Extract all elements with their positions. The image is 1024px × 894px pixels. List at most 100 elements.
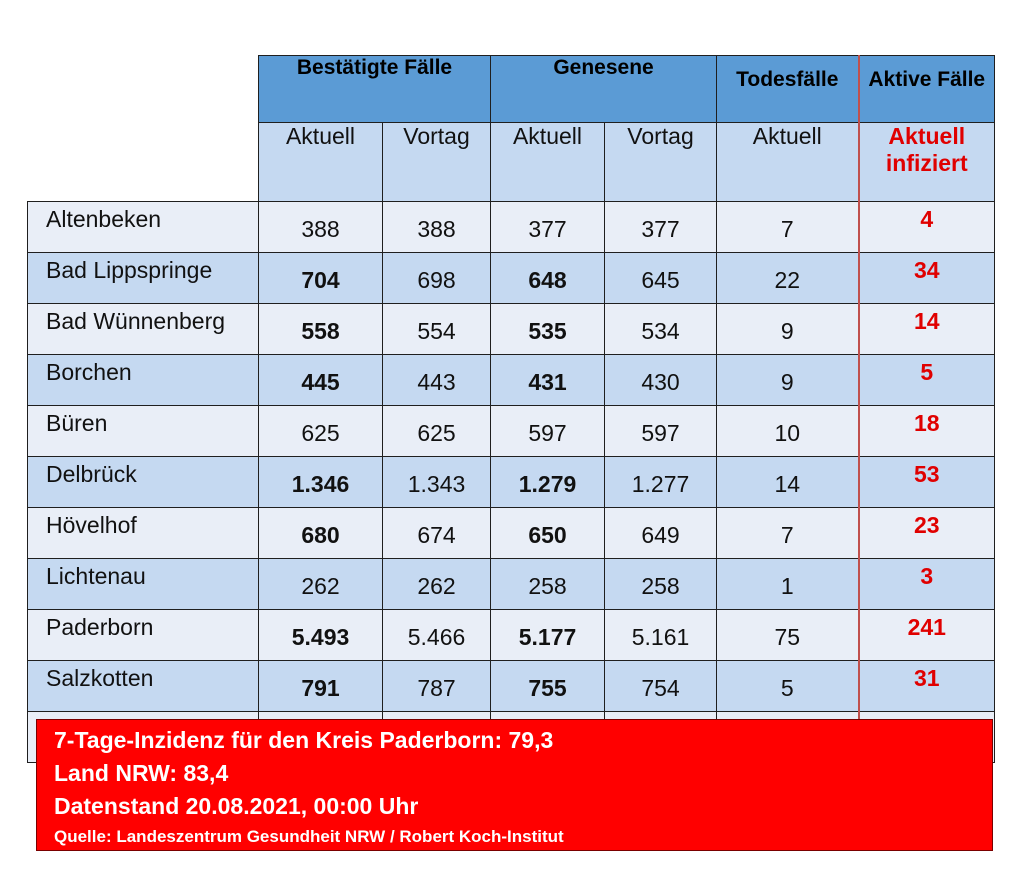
- banner-incidence-nrw: Land NRW: 83,4: [54, 760, 229, 786]
- subheader-aktive: Aktuell infiziert: [857, 122, 996, 202]
- cell-aktiv: 4: [857, 201, 996, 253]
- municipality-name: Büren: [27, 405, 259, 457]
- cell-g-vor: 754: [603, 660, 718, 712]
- sub-header-row: Aktuell Vortag Aktuell Vortag Aktuell Ak…: [28, 122, 996, 202]
- cell-b-akt: 704: [258, 252, 383, 304]
- cell-g-akt: 597: [490, 405, 605, 457]
- cell-g-akt: 648: [490, 252, 605, 304]
- cell-g-akt: 650: [490, 507, 605, 559]
- cell-aktiv: 3: [857, 558, 996, 610]
- table-row: Büren 625 625 597 597 10 18: [27, 405, 996, 457]
- cell-tod: 14: [716, 456, 860, 508]
- cell-g-akt: 535: [490, 303, 605, 355]
- municipality-name: Bad Wünnenberg: [27, 303, 259, 355]
- covid-case-table: Bestätigte Fälle Genesene Todesfälle Akt…: [27, 55, 996, 763]
- cell-tod: 75: [716, 609, 860, 661]
- municipality-name: Hövelhof: [27, 507, 259, 559]
- cell-b-akt: 625: [258, 405, 383, 457]
- cell-tod: 9: [716, 303, 860, 355]
- subheader-todesfaelle-aktuell: Aktuell: [716, 122, 860, 202]
- group-header-aktive: Aktive Fälle: [857, 55, 996, 123]
- group-header-row: Bestätigte Fälle Genesene Todesfälle Akt…: [28, 55, 996, 123]
- cell-g-vor: 5.161: [603, 609, 718, 661]
- cell-tod: 5: [716, 660, 860, 712]
- cell-b-akt: 388: [258, 201, 383, 253]
- table-row: Delbrück 1.346 1.343 1.279 1.277 14 53: [27, 456, 996, 508]
- cell-g-vor: 377: [603, 201, 718, 253]
- municipality-name: Bad Lippspringe: [27, 252, 259, 304]
- cell-tod: 7: [716, 507, 860, 559]
- cell-b-vor: 787: [382, 660, 491, 712]
- cell-g-vor: 597: [603, 405, 718, 457]
- table-row: Salzkotten 791 787 755 754 5 31: [27, 660, 996, 712]
- cell-b-akt: 262: [258, 558, 383, 610]
- cell-g-vor: 645: [603, 252, 718, 304]
- table-row: Bad Lippspringe 704 698 648 645 22 34: [27, 252, 996, 304]
- cell-tod: 22: [716, 252, 860, 304]
- subheader-bestaetigt-vortag: Vortag: [382, 122, 491, 202]
- cell-aktiv: 5: [857, 354, 996, 406]
- cell-b-akt: 558: [258, 303, 383, 355]
- cell-b-vor: 388: [382, 201, 491, 253]
- cell-aktiv: 31: [857, 660, 996, 712]
- table-body: Altenbeken 388 388 377 377 7 4 Bad Lippspringe 7…: [27, 201, 996, 763]
- municipality-name: Delbrück: [27, 456, 259, 508]
- municipality-name: Borchen: [27, 354, 259, 406]
- cell-g-akt: 1.279: [490, 456, 605, 508]
- subheader-genesene-vortag: Vortag: [603, 122, 718, 202]
- cell-b-akt: 680: [258, 507, 383, 559]
- cell-aktiv: 23: [857, 507, 996, 559]
- group-header-bestaetigt: Bestätigte Fälle: [258, 55, 491, 123]
- cell-g-vor: 534: [603, 303, 718, 355]
- subheader-genesene-aktuell: Aktuell: [490, 122, 605, 202]
- group-header-genesene: Genesene: [489, 55, 718, 123]
- incidence-banner: 7-Tage-Inzidenz für den Kreis Paderborn:…: [36, 719, 993, 851]
- cell-g-vor: 258: [603, 558, 718, 610]
- cell-b-vor: 625: [382, 405, 491, 457]
- cell-tod: 7: [716, 201, 860, 253]
- corner-blank-2: [28, 123, 259, 202]
- cell-g-vor: 649: [603, 507, 718, 559]
- group-header-todesfaelle: Todesfälle: [716, 55, 860, 123]
- cell-g-akt: 5.177: [490, 609, 605, 661]
- subheader-aktive-line1: Aktuell: [888, 123, 966, 150]
- cell-aktiv: 241: [857, 609, 996, 661]
- subheader-aktive-line2: infiziert: [885, 150, 968, 176]
- municipality-name: Lichtenau: [27, 558, 259, 610]
- cell-b-akt: 5.493: [258, 609, 383, 661]
- banner-datenstand: Datenstand 20.08.2021, 00:00 Uhr: [54, 793, 419, 819]
- table-row: Lichtenau 262 262 258 258 1 3: [27, 558, 996, 610]
- cell-b-vor: 698: [382, 252, 491, 304]
- table-row: Hövelhof 680 674 650 649 7 23: [27, 507, 996, 559]
- cell-b-vor: 5.466: [382, 609, 491, 661]
- cell-aktiv: 53: [857, 456, 996, 508]
- cell-g-akt: 258: [490, 558, 605, 610]
- cell-g-akt: 377: [490, 201, 605, 253]
- municipality-name: Paderborn: [27, 609, 259, 661]
- cell-b-vor: 1.343: [382, 456, 491, 508]
- corner-blank: [28, 56, 259, 123]
- table-row: Bad Wünnenberg 558 554 535 534 9 14: [27, 303, 996, 355]
- cell-g-vor: 1.277: [603, 456, 718, 508]
- cell-b-akt: 791: [258, 660, 383, 712]
- municipality-name: Salzkotten: [27, 660, 259, 712]
- cell-g-akt: 755: [490, 660, 605, 712]
- table-row: Paderborn 5.493 5.466 5.177 5.161 75 241: [27, 609, 996, 661]
- cell-b-vor: 262: [382, 558, 491, 610]
- cell-tod: 10: [716, 405, 860, 457]
- subheader-bestaetigt-aktuell: Aktuell: [258, 122, 383, 202]
- cell-g-vor: 430: [603, 354, 718, 406]
- banner-incidence-kreis: 7-Tage-Inzidenz für den Kreis Paderborn:…: [54, 727, 554, 753]
- table-row: Borchen 445 443 431 430 9 5: [27, 354, 996, 406]
- cell-aktiv: 34: [857, 252, 996, 304]
- cell-b-akt: 1.346: [258, 456, 383, 508]
- cell-b-akt: 445: [258, 354, 383, 406]
- cell-b-vor: 554: [382, 303, 491, 355]
- table-row: Altenbeken 388 388 377 377 7 4: [27, 201, 996, 253]
- banner-quelle: Quelle: Landeszentrum Gesundheit NRW / R…: [54, 827, 564, 846]
- cell-g-akt: 431: [490, 354, 605, 406]
- cell-tod: 9: [716, 354, 860, 406]
- cell-aktiv: 14: [857, 303, 996, 355]
- cell-tod: 1: [716, 558, 860, 610]
